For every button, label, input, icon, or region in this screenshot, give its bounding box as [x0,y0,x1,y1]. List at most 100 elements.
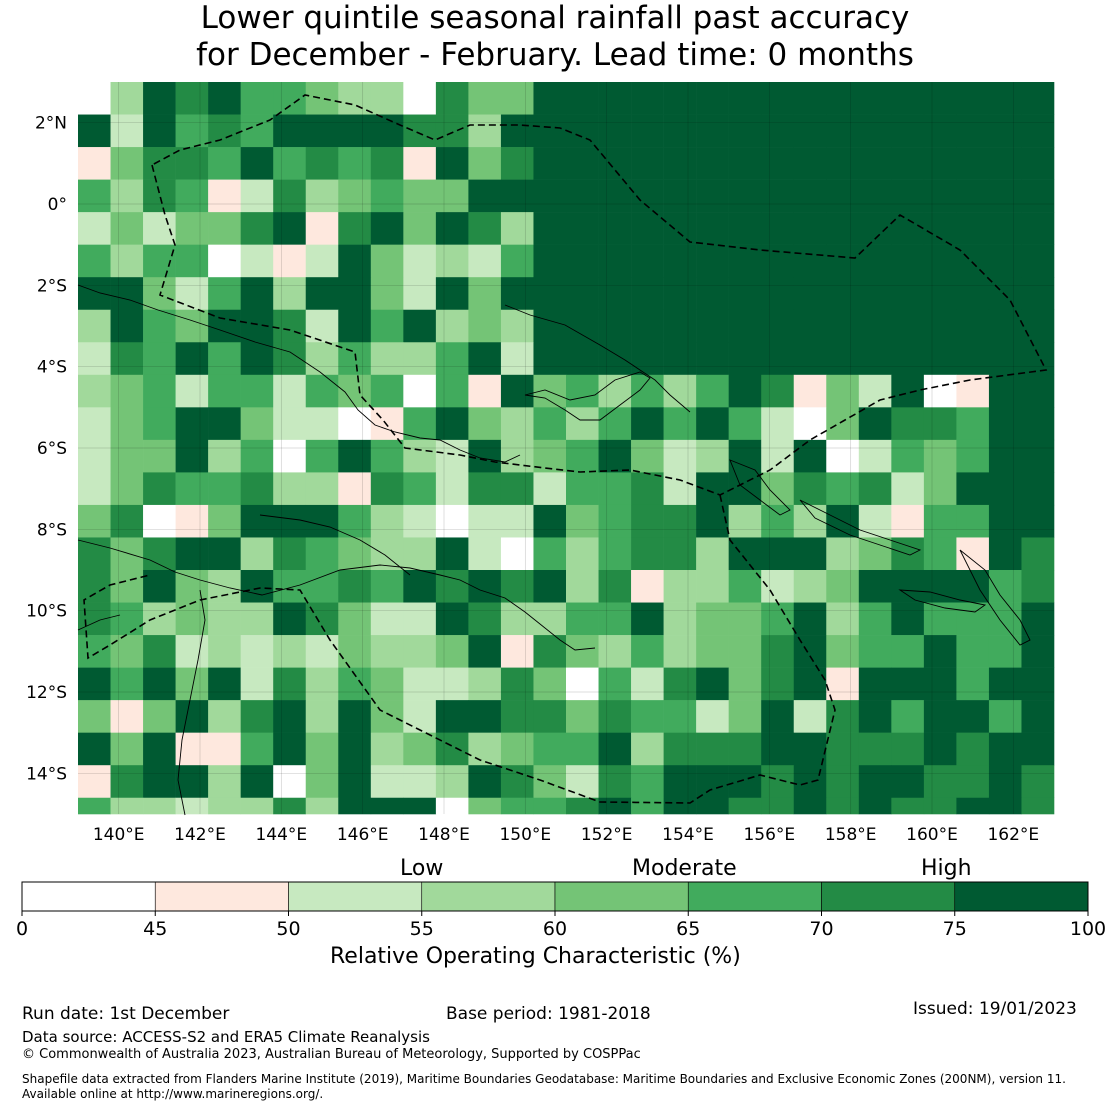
title-line-1: Lower quintile seasonal rainfall past ac… [200,0,910,36]
grid-cell [923,114,957,148]
grid-cell [923,797,957,815]
grid-cell [273,342,307,376]
grid-cell [468,309,502,343]
grid-cell [143,114,176,148]
grid-cell [78,179,111,213]
grid-cell [923,635,957,668]
grid-cell [696,309,729,343]
grid-cell [826,82,860,115]
grid-cell [110,212,144,245]
lat-tick-label: 4°S [37,358,67,378]
grid-cell [923,277,957,311]
grid-cell [761,504,795,538]
grid-cell [663,309,697,343]
grid-cell [370,537,404,571]
grid-cell [793,439,827,473]
grid-cell [891,797,925,815]
grid-cell [631,114,664,148]
grid-cell [143,407,176,441]
grid-cell [403,765,437,799]
grid-cell [338,342,372,376]
colorbar-bin [687,881,822,912]
grid-cell [956,82,990,115]
grid-cell [533,212,567,245]
grid-cell [208,179,241,213]
grid-cell [631,797,664,815]
grid-cell [78,407,111,441]
grid-cell [728,602,762,636]
grid-cell [305,472,339,506]
grid-cell [988,374,1022,408]
grid-cell [435,472,469,506]
grid-cell [631,667,664,701]
grid-cell [370,765,404,799]
grid-cell [500,212,534,245]
grid-cell [143,147,176,180]
colorbar-bin [821,881,956,912]
grid-cell [403,114,437,148]
colorbar-bin [954,881,1089,912]
eez-png-outline [151,94,1048,496]
grid-cell [240,765,274,799]
grid-cell [566,82,599,115]
grid-cell [403,602,437,636]
grid-cell [956,732,990,766]
grid-cell [1021,212,1055,245]
grid-cell [110,439,144,473]
grid-cell [923,602,957,636]
grid-cell [826,602,860,636]
lat-tick-label: 2°S [37,276,67,296]
grid-cell [956,309,990,343]
grid-cell [175,342,209,376]
grid-cell [240,504,274,538]
grid-cell [663,732,697,766]
grid-cell [533,537,567,571]
grid-cell [988,244,1022,278]
grid-cell [305,765,339,799]
grid-cell [338,472,372,506]
coast-solomons-3 [959,549,1031,646]
grid-cell [143,212,176,245]
colorbar-tick-label: 0 [16,918,28,940]
grid-cell [370,277,404,311]
grid-cell [826,570,860,603]
grid-cell [403,277,437,311]
grid-cell [208,635,241,668]
colorbar-tick-label: 55 [410,918,434,940]
grid-cell [110,765,144,799]
grid-cell [891,277,925,311]
grid-cell [500,635,534,668]
grid-cell [78,342,111,376]
grid-cell [826,472,860,506]
grid-cell [403,147,437,180]
grid-cell [273,179,307,213]
grid-cell [370,732,404,766]
grid-cell [338,765,372,799]
grid-cell [240,114,274,148]
grid-cell [1021,570,1055,603]
grid-cell [923,244,957,278]
grid-cell [533,114,567,148]
grid-cell [663,797,697,815]
grid-cell [826,212,860,245]
grid-cell [240,439,274,473]
grid-cell [1021,602,1055,636]
grid-cell [566,765,599,799]
grid-cell [273,82,307,115]
grid-cell [435,700,469,733]
grid-cell [175,504,209,538]
grid-cell [761,732,795,766]
grid-cell [663,342,697,376]
grid-cell [728,700,762,733]
grid-cell [858,179,892,213]
grid-cell [696,537,729,571]
shapefile-credit-2: Available online at http://www.marinereg… [22,1087,324,1101]
grid-cell [761,342,795,376]
grid-cell [240,147,274,180]
grid-cell [533,732,567,766]
grid-cell [78,570,111,603]
grid-cell [631,212,664,245]
grid-cell [761,147,795,180]
grid-cell [858,277,892,311]
